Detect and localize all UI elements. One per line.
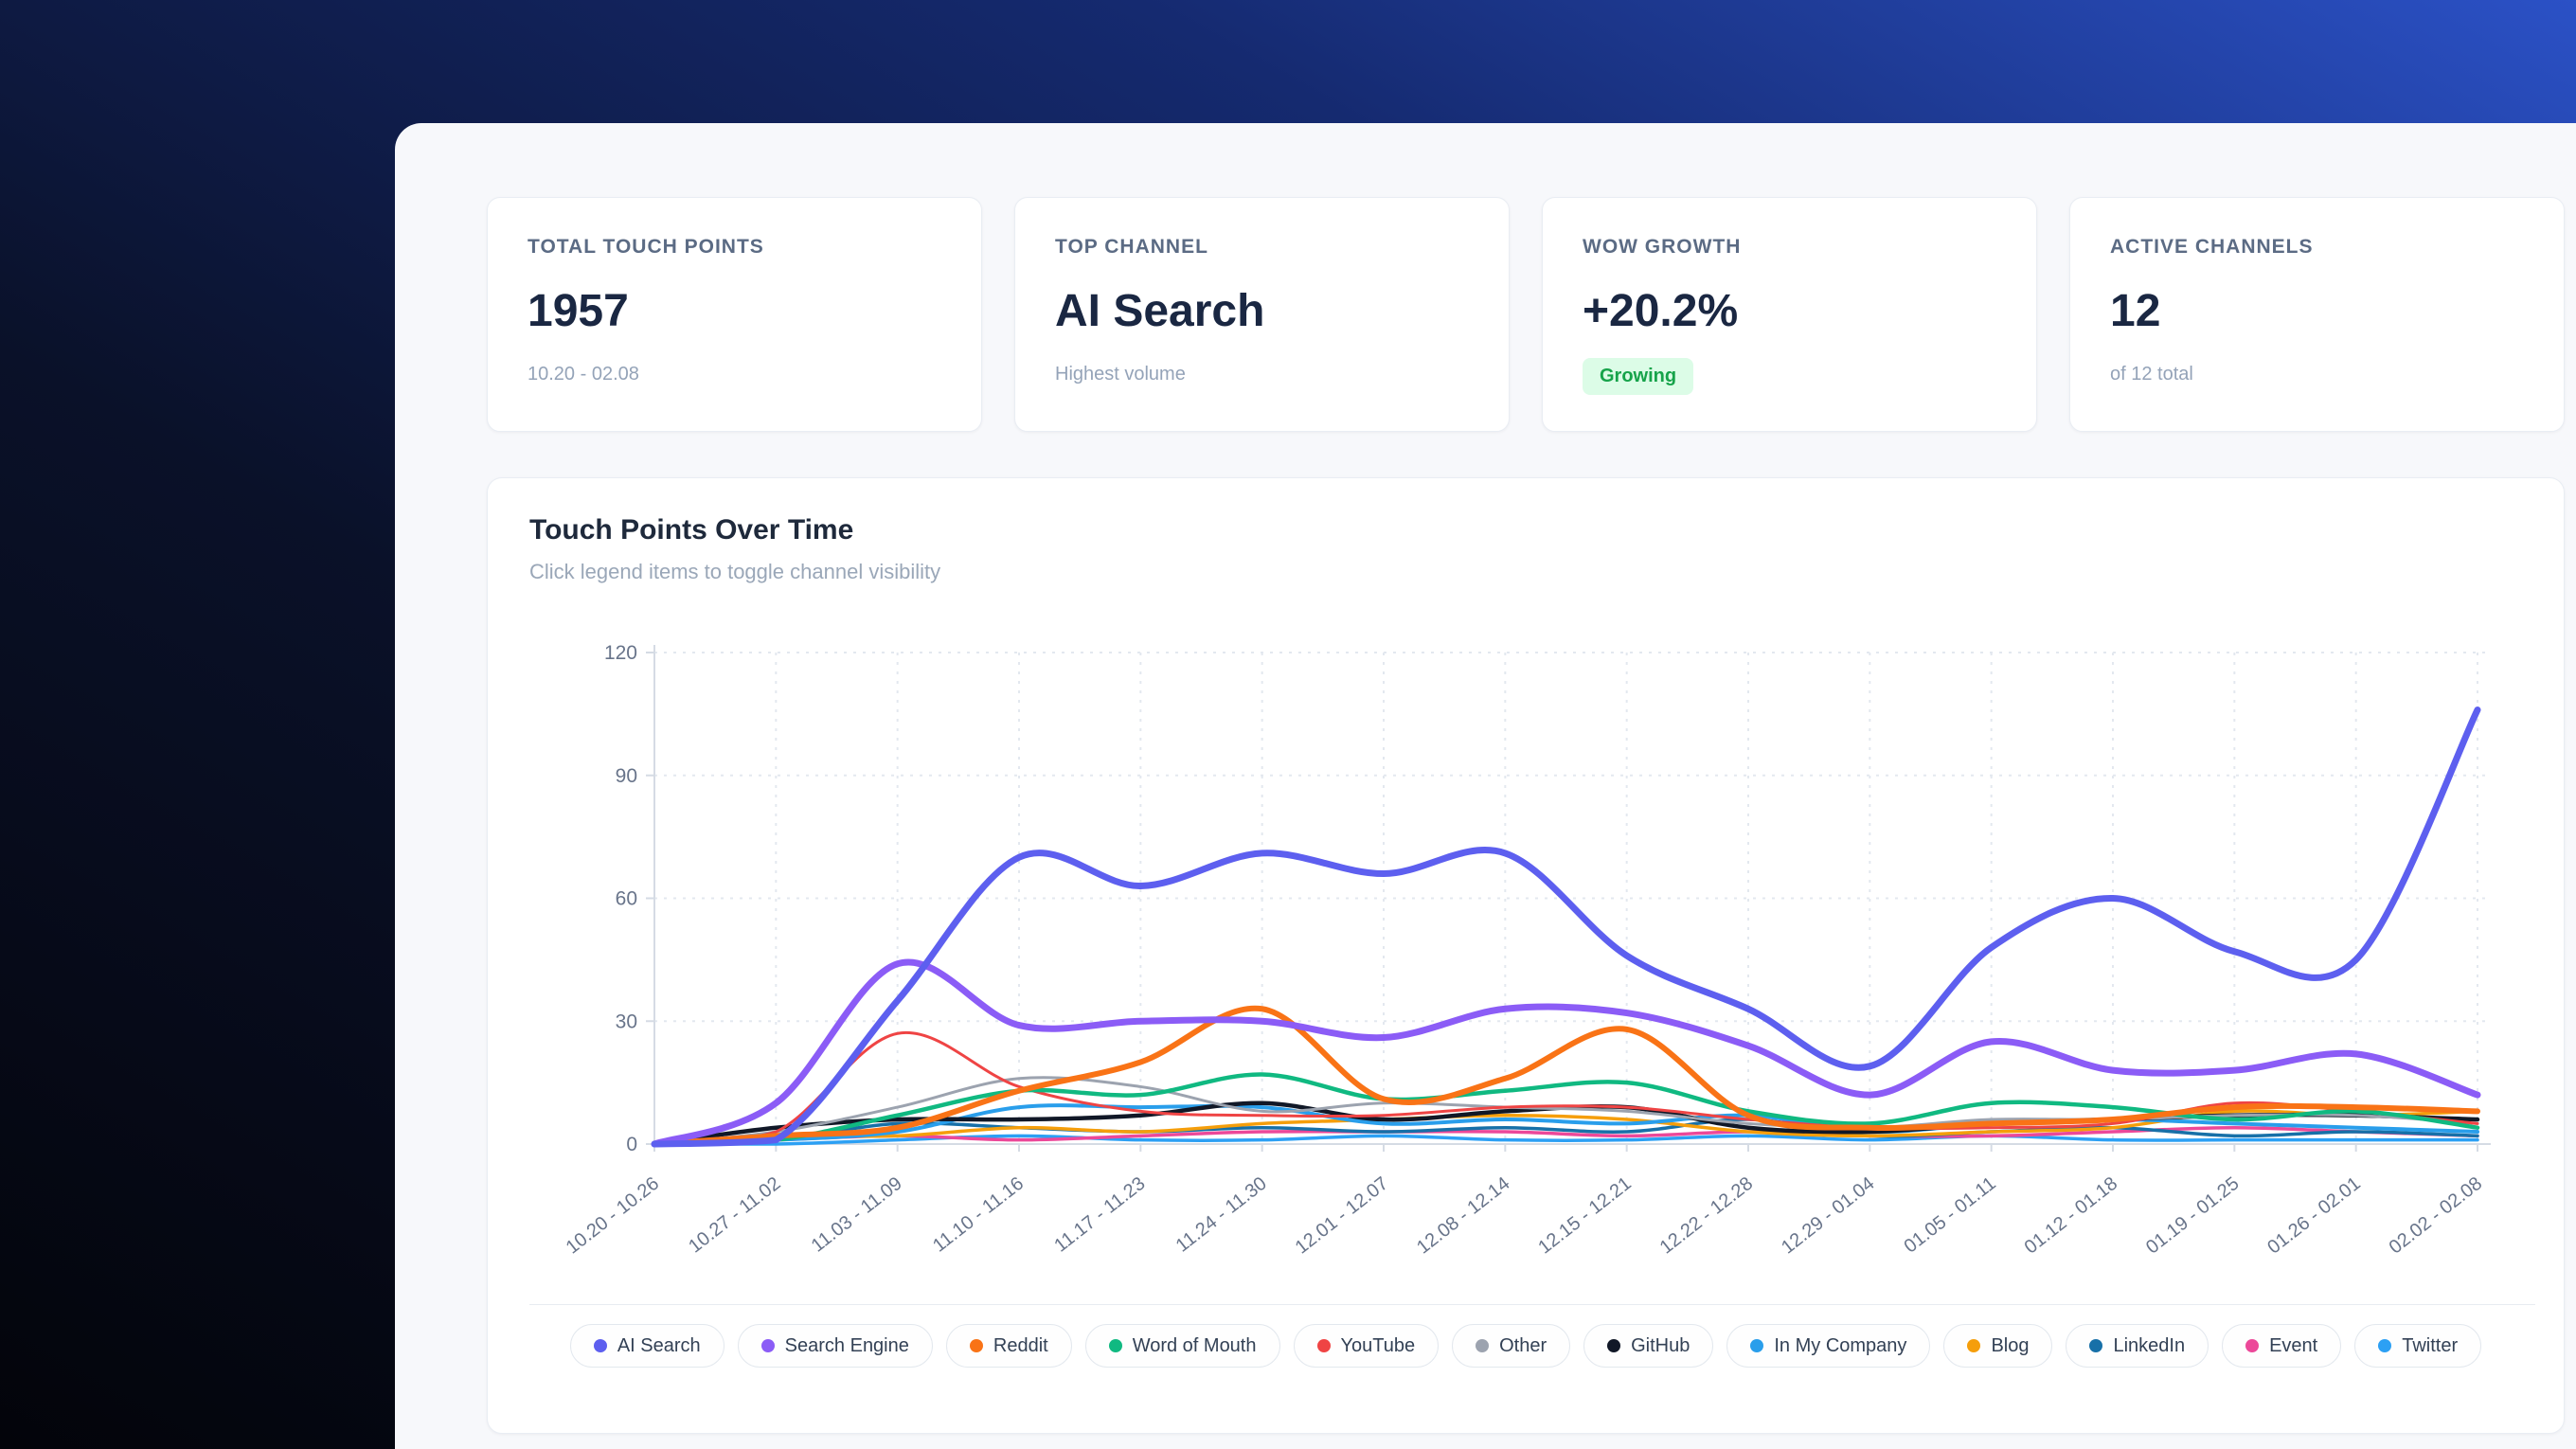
svg-text:11.03 - 11.09: 11.03 - 11.09 <box>808 1173 906 1257</box>
stat-label: TOP CHANNEL <box>1055 236 1208 258</box>
legend-item-other[interactable]: Other <box>1452 1324 1571 1368</box>
legend-dot <box>969 1339 983 1352</box>
legend-item-in-my-company[interactable]: In My Company <box>1726 1324 1931 1368</box>
legend-dot <box>2378 1339 2392 1352</box>
stat-subtext: of 12 total <box>2110 364 2193 385</box>
legend-label: Event <box>2269 1334 2318 1356</box>
svg-text:12.08 - 12.14: 12.08 - 12.14 <box>1413 1173 1513 1259</box>
legend-item-youtube[interactable]: YouTube <box>1293 1324 1440 1368</box>
stat-subtext: Highest volume <box>1055 364 1186 385</box>
chart-title: Touch Points Over Time <box>529 514 854 546</box>
legend-item-word-of-mouth[interactable]: Word of Mouth <box>1084 1324 1280 1368</box>
stat-cards-row: TOTAL TOUCH POINTS 1957 10.20 - 02.08 TO… <box>487 197 2565 432</box>
stat-card-wow-growth: WOW GROWTH +20.2% Growing <box>1542 197 2037 432</box>
legend-item-linkedin[interactable]: LinkedIn <box>2066 1324 2209 1368</box>
legend-dot <box>1316 1339 1331 1352</box>
svg-text:0: 0 <box>626 1134 637 1155</box>
legend-label: Twitter <box>2402 1334 2459 1356</box>
svg-text:12.15 - 12.21: 12.15 - 12.21 <box>1534 1173 1635 1259</box>
dashboard-panel: TOTAL TOUCH POINTS 1957 10.20 - 02.08 TO… <box>395 123 2576 1449</box>
legend-item-reddit[interactable]: Reddit <box>945 1324 1072 1368</box>
legend-item-event[interactable]: Event <box>2222 1324 2342 1368</box>
legend-label: GitHub <box>1631 1334 1690 1356</box>
legend-label: Search Engine <box>784 1334 909 1356</box>
svg-text:12.22 - 12.28: 12.22 - 12.28 <box>1656 1173 1757 1259</box>
legend-dot <box>2089 1339 2103 1352</box>
svg-text:01.19 - 01.25: 01.19 - 01.25 <box>2142 1173 2243 1259</box>
svg-text:11.17 - 11.23: 11.17 - 11.23 <box>1050 1173 1149 1257</box>
legend-item-search-engine[interactable]: Search Engine <box>737 1324 933 1368</box>
svg-text:11.10 - 11.16: 11.10 - 11.16 <box>929 1173 1028 1257</box>
stat-value: +20.2% <box>1583 286 1739 336</box>
legend-label: YouTube <box>1340 1334 1416 1356</box>
svg-text:01.05 - 01.11: 01.05 - 01.11 <box>1900 1173 1999 1258</box>
legend-label: In My Company <box>1774 1334 1907 1356</box>
legend-dot <box>593 1339 607 1352</box>
svg-text:01.26 - 02.01: 01.26 - 02.01 <box>2263 1173 2364 1259</box>
stat-card-active-channels: ACTIVE CHANNELS 12 of 12 total <box>2069 197 2565 432</box>
svg-text:01.12 - 01.18: 01.12 - 01.18 <box>2021 1173 2121 1259</box>
legend-dot <box>1750 1339 1764 1352</box>
legend-item-twitter[interactable]: Twitter <box>2354 1324 2482 1368</box>
stat-label: TOTAL TOUCH POINTS <box>528 236 764 258</box>
stat-card-top-channel: TOP CHANNEL AI Search Highest volume <box>1014 197 1510 432</box>
growing-status-badge: Growing <box>1583 358 1694 395</box>
stat-value: AI Search <box>1055 286 1265 336</box>
legend-dot <box>1967 1339 1981 1352</box>
stat-label: WOW GROWTH <box>1583 236 1742 258</box>
legend-item-blog[interactable]: Blog <box>1943 1324 2053 1368</box>
legend-label: Blog <box>1991 1334 2030 1356</box>
legend-dot <box>1108 1339 1122 1352</box>
legend-separator <box>529 1304 2535 1305</box>
svg-text:12.01 - 12.07: 12.01 - 12.07 <box>1292 1173 1392 1259</box>
svg-text:02.02 - 02.08: 02.02 - 02.08 <box>2386 1173 2486 1259</box>
svg-text:10.20 - 10.26: 10.20 - 10.26 <box>563 1173 663 1259</box>
stat-card-total-touch-points: TOTAL TOUCH POINTS 1957 10.20 - 02.08 <box>487 197 982 432</box>
svg-text:60: 60 <box>616 888 637 910</box>
svg-text:90: 90 <box>616 765 637 787</box>
legend-label: Word of Mouth <box>1132 1334 1257 1356</box>
legend-dot <box>1607 1339 1621 1352</box>
stat-value: 12 <box>2110 286 2161 336</box>
stat-subtext: 10.20 - 02.08 <box>528 364 639 385</box>
svg-text:30: 30 <box>616 1011 637 1032</box>
legend-dot <box>1476 1339 1490 1352</box>
chart-subtitle: Click legend items to toggle channel vis… <box>529 560 941 583</box>
legend-label: LinkedIn <box>2113 1334 2186 1356</box>
touch-points-chart-card: Touch Points Over Time Click legend item… <box>487 477 2565 1434</box>
svg-text:120: 120 <box>604 642 637 664</box>
svg-text:10.27 - 11.02: 10.27 - 11.02 <box>685 1173 784 1258</box>
legend-label: Reddit <box>993 1334 1048 1356</box>
legend-dot <box>2245 1339 2260 1352</box>
stat-value: 1957 <box>528 286 629 336</box>
legend-item-ai-search[interactable]: AI Search <box>569 1324 724 1368</box>
touch-points-line-chart: 0 30 60 90 120 10.20 - 10.26 10.27 - 11.02 11.0… <box>563 642 2491 1259</box>
svg-text:11.24 - 11.30: 11.24 - 11.30 <box>1172 1173 1271 1257</box>
chart-legend: AI Search Search Engine Reddit Word of Mout… <box>488 1324 2564 1368</box>
legend-label: Other <box>1499 1334 1547 1356</box>
legend-dot <box>760 1339 775 1352</box>
svg-text:12.29 - 01.04: 12.29 - 01.04 <box>1778 1173 1878 1259</box>
stat-label: ACTIVE CHANNELS <box>2110 236 2314 258</box>
legend-label: AI Search <box>617 1334 701 1356</box>
legend-item-github[interactable]: GitHub <box>1583 1324 1714 1368</box>
